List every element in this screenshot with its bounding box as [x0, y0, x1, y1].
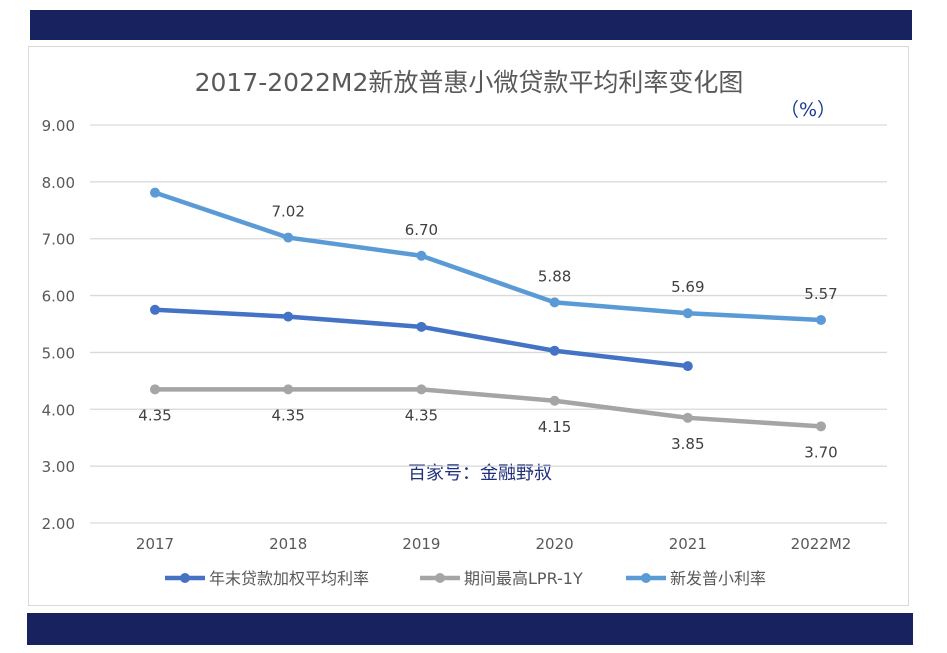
- data-label: 6.70: [405, 221, 438, 239]
- data-point: [682, 308, 693, 319]
- series-line: [154, 307, 689, 369]
- data-label: 4.35: [271, 406, 304, 424]
- data-label: 4.35: [138, 406, 171, 424]
- data-point: [416, 321, 427, 332]
- legend-marker: [180, 573, 190, 583]
- y-tick-label: 5.00: [42, 344, 75, 362]
- watermark: 百家号：金融野叔: [408, 463, 552, 484]
- data-point: [283, 384, 294, 395]
- data-point: [682, 412, 693, 423]
- chart-card: [28, 46, 909, 606]
- legend-label: 期间最高LPR-1Y: [464, 569, 583, 588]
- data-label: 4.35: [405, 406, 438, 424]
- data-point: [150, 187, 160, 198]
- y-tick-label: 3.00: [42, 458, 75, 476]
- x-tick-label: 2021: [669, 535, 707, 553]
- data-label: 5.57: [804, 285, 837, 303]
- bottom-banner: [27, 613, 913, 645]
- x-tick-label: 2019: [402, 535, 440, 553]
- x-tick-label: 2017: [136, 535, 174, 553]
- y-tick-label: 7.00: [42, 231, 75, 249]
- y-tick-label: 9.00: [42, 117, 75, 135]
- series-line: [154, 190, 822, 323]
- data-label: 5.69: [671, 278, 704, 296]
- data-label: 4.15: [538, 418, 571, 436]
- legend-marker: [641, 573, 651, 583]
- data-point: [283, 311, 294, 322]
- unit-label: （%）: [780, 99, 836, 121]
- y-tick-label: 2.00: [42, 515, 75, 533]
- chart-title: 2017-2022M2新放普惠小微贷款平均利率变化图: [195, 68, 744, 97]
- data-label: 5.88: [538, 267, 571, 285]
- data-point: [682, 361, 693, 372]
- y-tick-label: 8.00: [42, 174, 75, 192]
- legend-label: 年末贷款加权平均利率: [209, 569, 369, 588]
- top-banner: [30, 10, 912, 40]
- x-tick-label: 2020: [536, 535, 574, 553]
- data-point: [549, 297, 560, 308]
- data-point: [416, 384, 427, 395]
- data-point: [549, 345, 560, 356]
- data-label: 3.85: [671, 435, 704, 453]
- data-point: [549, 395, 560, 406]
- legend-marker: [435, 573, 445, 583]
- data-label: 3.70: [804, 443, 837, 461]
- data-point: [816, 315, 826, 326]
- data-point: [150, 304, 160, 315]
- series-line: [155, 387, 822, 429]
- data-point: [816, 421, 826, 432]
- data-label: 7.02: [271, 203, 304, 221]
- x-tick-label: 2022M2: [791, 535, 852, 553]
- x-tick-label: 2018: [269, 535, 307, 553]
- legend-label: 新发普小利率: [670, 569, 766, 588]
- data-point: [283, 232, 294, 243]
- data-point: [416, 250, 427, 261]
- y-tick-label: 6.00: [42, 288, 75, 306]
- data-point: [150, 384, 160, 395]
- y-tick-label: 4.00: [42, 401, 75, 419]
